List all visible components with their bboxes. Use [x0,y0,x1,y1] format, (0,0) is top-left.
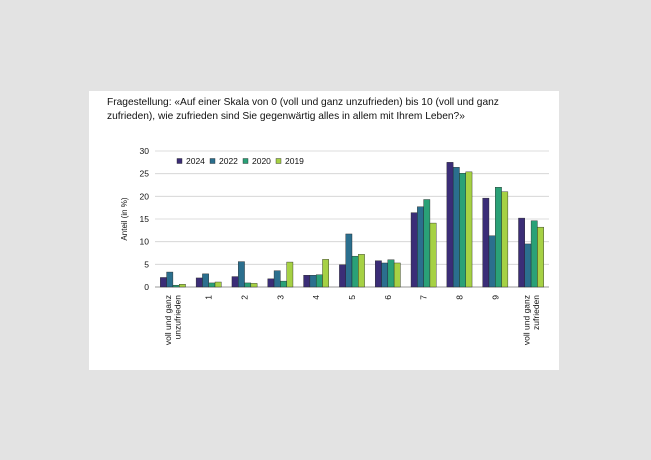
bar-2022-1 [202,273,209,288]
bar-2019-9 [501,191,509,288]
x-tick-label: voll und ganz [521,295,531,345]
bar-2019-2 [250,283,258,288]
bar-2024-6 [375,260,382,288]
bar-2022-3 [273,270,281,288]
bar-2022-2 [238,261,245,288]
y-tick-label: 20 [140,191,150,201]
bar-2022-10 [524,243,532,288]
x-tick-label: unzufrieden [173,295,183,340]
y-axis-label: Anteil (in %) [120,197,129,240]
x-tick-label: 9 [490,295,500,300]
bar-2024-3 [267,278,275,288]
bar-2019-8 [465,171,473,288]
x-tick-label: voll und ganz [163,295,173,345]
x-tick-label: 1 [204,295,214,300]
y-axis-ticks: 0 5 10 15 20 25 30 [140,146,150,292]
bar-2019-7 [429,222,437,288]
y-tick-label: 5 [144,259,149,269]
bar-2022-6 [381,262,389,288]
y-tick-label: 0 [144,282,149,292]
legend-swatch-2024 [176,158,183,164]
chart-card [89,91,559,370]
legend-swatch-2019 [275,158,282,164]
bar-2022-9 [488,235,496,288]
legend-swatch-2022 [209,158,216,164]
bar-2019-4 [322,259,329,288]
bar-2024-10 [518,217,525,288]
bar-2024-5 [339,264,346,288]
x-tick-label: 4 [311,295,321,300]
bar-2022-0 [166,271,174,288]
bar-2022-8 [452,167,460,288]
bar-2024-0 [160,277,167,288]
x-tick-label: 7 [419,295,429,300]
bar-2024-2 [231,276,239,288]
x-tick-label: 3 [275,295,285,300]
x-tick-label: 6 [383,295,393,300]
bar-2024-9 [482,197,490,288]
bar-2020-1 [208,282,216,288]
legend-label-2022: 2022 [219,156,238,166]
bar-2019-0 [179,284,186,288]
bar-2022-5 [345,233,353,288]
x-axis-ticks: voll und ganz unzufrieden 1 2 3 4 5 6 7 8 9 voll un… [163,295,541,345]
bars [160,162,544,288]
x-tick-label: 5 [347,295,357,300]
bar-2024-1 [195,277,203,288]
bar-2020-7 [423,199,431,288]
bar-2019-3 [286,261,294,288]
bar-2020-4 [315,274,323,288]
bar-2024-8 [446,162,454,288]
bar-2019-6 [393,262,401,288]
bar-2022-4 [309,275,317,288]
bar-2019-10 [537,226,544,288]
legend-swatch-2020 [242,158,249,164]
bar-2020-5 [351,255,359,288]
legend-label-2024: 2024 [186,156,205,166]
bar-2024-4 [303,275,311,288]
bar-2019-1 [214,281,222,288]
bar-2020-8 [459,173,466,288]
bar-2024-7 [410,212,418,288]
bar-2020-9 [495,187,502,288]
legend-label-2019: 2019 [285,156,304,166]
legend: 2024 2022 2020 2019 [176,156,304,166]
x-tick-label: zufrieden [531,295,541,330]
bar-2020-6 [387,259,395,288]
bar-2020-10 [530,220,538,288]
bar-2020-3 [280,280,287,288]
y-tick-label: 30 [140,146,150,156]
y-tick-label: 25 [140,169,150,179]
legend-label-2020: 2020 [252,156,271,166]
x-tick-label: 2 [240,295,250,300]
bar-2020-2 [244,282,252,288]
bar-2020-0 [172,284,180,288]
x-tick-label: 8 [454,295,464,300]
question-text: Fragestellung: «Auf einer Skala von 0 (v… [107,97,499,123]
y-tick-label: 10 [140,237,150,247]
y-tick-label: 15 [140,214,150,224]
bar-2022-7 [417,206,424,288]
bar-2019-5 [358,254,365,288]
